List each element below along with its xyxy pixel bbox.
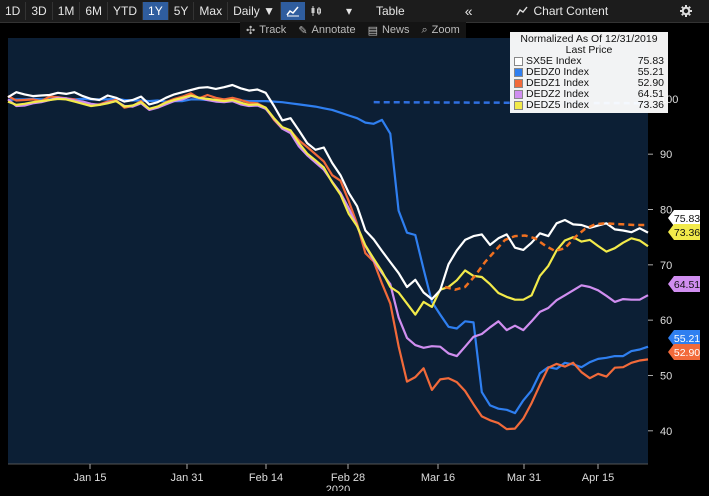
legend-series-name: DEDZ5 Index — [526, 99, 590, 111]
last-value-tag-dedz1: 52.90 — [668, 344, 700, 360]
last-value-tag-bg — [668, 276, 700, 292]
legend-swatch — [514, 101, 523, 110]
x-tick-label: Feb 14 — [249, 472, 283, 484]
range-1y-button[interactable]: 1Y — [143, 2, 169, 20]
legend-item-dedz0[interactable]: DEDZ0 Index 55.21 — [514, 67, 664, 78]
range-6m-button[interactable]: 6M — [80, 2, 109, 20]
last-value-tag-dedz0: 55.21 — [668, 330, 700, 346]
last-value-tag-bg — [668, 330, 700, 346]
x-tick-label: Mar 16 — [421, 472, 455, 484]
legend-series-name: DEDZ2 Index — [526, 88, 590, 100]
legend-series-value: 55.21 — [637, 66, 664, 78]
zoom-tool[interactable]: ⌕ Zoom — [416, 24, 466, 37]
legend-item-dedz5[interactable]: DEDZ5 Index 73.36 — [514, 100, 664, 111]
y-tick-label: 60 — [660, 315, 672, 327]
chart-legend: Normalized As Of 12/31/2019 Last Price S… — [510, 32, 668, 113]
legend-series-name: DEDZ1 Index — [526, 77, 590, 89]
y-tick-label: 80 — [660, 205, 672, 217]
x-tick-label: Jan 31 — [170, 472, 203, 484]
chart-type-dropdown[interactable]: ▾ — [345, 4, 352, 18]
last-value-tag-bg — [668, 210, 700, 226]
y-tick-label: 50 — [660, 370, 672, 382]
last-value-tag-bg — [668, 344, 700, 360]
legend-swatch — [514, 79, 523, 88]
series-line-dedz0 — [7, 97, 649, 415]
legend-swatch — [514, 68, 523, 77]
news-icon: ▤ — [367, 24, 378, 37]
magnifier-icon: ⌕ — [421, 23, 428, 36]
legend-header-last-price: Last Price — [565, 44, 613, 56]
legend-series-value: 73.36 — [637, 99, 664, 111]
legend-series-name: SX5E Index — [526, 55, 582, 67]
last-value-tag-dedz5: 73.36 — [668, 224, 700, 240]
chart-tools-bar: ✣ Track ✎ Annotate ▤ News ⌕ Zoom — [240, 22, 466, 38]
range-5y-button[interactable]: 5Y — [169, 2, 195, 20]
y-tick-label: 40 — [660, 426, 672, 438]
chart-content-button[interactable]: Chart Content — [533, 4, 609, 18]
legend-swatch — [514, 90, 523, 99]
news-tool[interactable]: ▤ News — [362, 24, 416, 37]
range-1m-button[interactable]: 1M — [53, 2, 81, 20]
series-line-sx5e — [7, 83, 649, 301]
legend-swatch — [514, 57, 523, 66]
annotate-label: Annotate — [311, 24, 356, 36]
legend-series-value: 75.83 — [637, 55, 664, 67]
legend-item-dedz1[interactable]: DEDZ1 Index 52.90 — [514, 78, 664, 89]
last-value-text: 73.36 — [674, 227, 700, 239]
last-value-text: 55.21 — [674, 333, 700, 345]
x-year-label: 2020 — [326, 484, 350, 491]
x-tick-label: Mar 31 — [507, 472, 541, 484]
zoom-label: Zoom — [431, 24, 460, 36]
range-max-button[interactable]: Max — [194, 2, 229, 20]
last-value-tag-bg — [668, 224, 700, 240]
chart-toolbar: 1D 3D 1M 6M YTD 1Y 5Y Max Daily ▼ ▾ Tabl… — [0, 0, 709, 23]
legend-series-value: 52.90 — [637, 77, 664, 89]
range-1d-button[interactable]: 1D — [0, 2, 27, 20]
legend-series-value: 64.51 — [637, 88, 664, 100]
y-tick-label: 90 — [660, 149, 672, 161]
chart-content-icon[interactable] — [511, 2, 533, 20]
x-tick-label: Feb 28 — [331, 472, 365, 484]
last-value-tag-sx5e: 75.83 — [668, 210, 700, 226]
last-value-text: 52.90 — [674, 347, 700, 359]
line-chart-icon[interactable] — [280, 2, 305, 20]
crosshair-icon: ✣ — [246, 24, 256, 37]
dashed-blue-line — [373, 100, 649, 105]
interval-dropdown[interactable]: Daily ▼ — [228, 2, 281, 20]
last-value-text: 64.51 — [674, 279, 700, 291]
pencil-icon: ✎ — [298, 24, 308, 37]
collapse-button[interactable]: « — [464, 3, 473, 19]
last-value-text: 75.83 — [674, 213, 700, 225]
legend-item-sx5e[interactable]: SX5E Index 75.83 — [514, 56, 664, 67]
x-tick-label: Apr 15 — [582, 472, 614, 484]
table-button[interactable]: Table — [376, 4, 405, 18]
series-line-dedz5 — [7, 94, 649, 316]
legend-header-normalized: Normalized As Of 12/31/2019 — [520, 33, 658, 45]
candlestick-chart-icon[interactable] — [305, 2, 327, 20]
gear-icon[interactable] — [675, 2, 697, 20]
legend-item-dedz2[interactable]: DEDZ2 Index 64.51 — [514, 89, 664, 100]
track-tool[interactable]: ✣ Track — [240, 24, 292, 37]
x-tick-label: Jan 15 — [73, 472, 106, 484]
track-label: Track — [259, 24, 287, 36]
range-3d-button[interactable]: 3D — [26, 2, 53, 20]
y-tick-label: 70 — [660, 260, 672, 272]
last-value-tag-dedz2: 64.51 — [668, 276, 700, 292]
range-ytd-button[interactable]: YTD — [108, 2, 144, 20]
dashed-orange-line — [444, 222, 645, 291]
news-label: News — [381, 24, 410, 36]
annotate-tool[interactable]: ✎ Annotate — [292, 24, 361, 37]
legend-series-name: DEDZ0 Index — [526, 66, 590, 78]
